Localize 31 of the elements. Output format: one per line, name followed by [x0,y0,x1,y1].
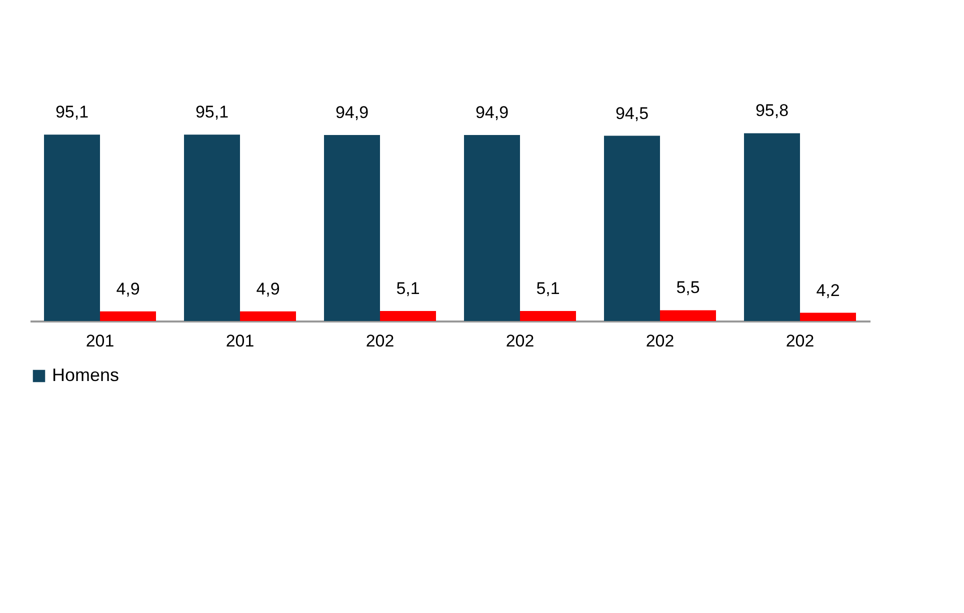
bar [44,134,100,321]
data-label: 5,1 [396,279,420,298]
data-label: 4,2 [816,280,840,300]
data-label: 94,9 [335,102,369,122]
bar [100,311,156,321]
x-tick-label: 202 [646,332,674,350]
bar [324,134,380,321]
x-tick-label: 202 [506,332,534,350]
data-label: 95,1 [195,102,229,122]
legend-label: Homens [52,365,120,385]
data-label: 95,8 [755,101,789,120]
x-tick-label: 202 [786,332,814,350]
bar [660,310,716,321]
data-label: 5,5 [676,278,700,298]
x-tick-label: 201 [226,332,254,350]
data-label: 4,9 [116,279,140,298]
x-tick-label: 202 [366,332,394,350]
bar [520,311,576,321]
bar [464,134,520,321]
data-label: 5,1 [536,279,560,298]
bar [800,312,856,321]
bar [744,133,800,321]
bar [240,311,296,321]
bar [184,134,240,321]
data-label: 4,9 [256,279,280,298]
data-label: 94,9 [475,102,509,122]
data-label: 95,1 [55,102,89,122]
bar [604,136,660,321]
data-label: 94,5 [615,104,649,123]
x-tick-label: 201 [86,332,114,350]
bar [380,311,436,321]
